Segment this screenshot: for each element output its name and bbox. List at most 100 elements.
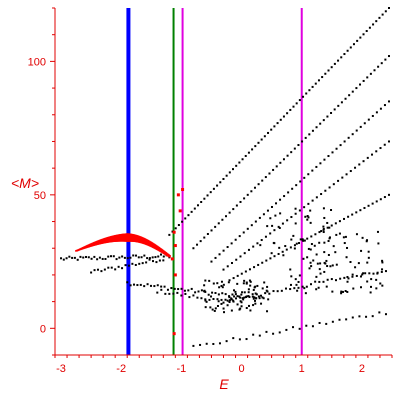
scatter-point bbox=[239, 255, 242, 258]
scatter-point bbox=[345, 173, 348, 176]
scatter-point bbox=[349, 261, 352, 264]
scatter-point bbox=[129, 284, 132, 287]
scatter-point bbox=[301, 140, 304, 143]
scatter-point bbox=[308, 133, 311, 136]
scatter-point bbox=[282, 158, 285, 161]
scatter-point bbox=[220, 298, 223, 301]
scatter-point bbox=[295, 102, 298, 105]
scatter-point bbox=[87, 256, 90, 259]
scatter-point bbox=[228, 295, 231, 298]
scatter-point bbox=[226, 299, 229, 302]
scatter-point bbox=[256, 284, 259, 287]
scatter-point bbox=[240, 272, 243, 275]
scatter-point bbox=[331, 290, 334, 293]
scatter-point bbox=[166, 288, 169, 291]
scatter-point bbox=[206, 232, 209, 235]
scatter-point bbox=[343, 140, 346, 143]
scatter-point bbox=[151, 256, 154, 259]
scatter-point bbox=[362, 272, 365, 275]
scatter-point bbox=[293, 287, 296, 290]
y-tick-label: 100 bbox=[28, 56, 46, 68]
scatter-point bbox=[351, 213, 354, 216]
scatter-point bbox=[160, 285, 163, 288]
scatter-point bbox=[362, 160, 365, 163]
scatter-point bbox=[210, 295, 213, 298]
scatter-point bbox=[375, 278, 378, 281]
scatter-point bbox=[277, 225, 280, 228]
scatter-point bbox=[135, 254, 138, 257]
scatter-point bbox=[327, 155, 330, 158]
scatter-point bbox=[171, 230, 174, 233]
scatter-point bbox=[359, 125, 362, 128]
scatter-point bbox=[232, 208, 235, 211]
scatter-point bbox=[181, 220, 184, 223]
scatter-point bbox=[293, 244, 296, 247]
scatter-point bbox=[227, 281, 230, 284]
scatter-point bbox=[252, 245, 255, 248]
scatter-point bbox=[112, 255, 115, 258]
scatter-point bbox=[188, 296, 191, 299]
scatter-point bbox=[292, 326, 295, 329]
scatter-point bbox=[280, 289, 283, 292]
scatter-point bbox=[306, 218, 309, 221]
x-tick-label: -3 bbox=[56, 363, 66, 375]
scatter-point bbox=[289, 246, 292, 249]
scatter-point bbox=[232, 337, 235, 340]
scatter-point bbox=[269, 217, 272, 220]
scatter-point bbox=[222, 268, 225, 271]
scatter-point bbox=[328, 186, 331, 189]
scatter-point bbox=[351, 133, 354, 136]
scatter-point bbox=[183, 289, 186, 292]
scatter-point bbox=[253, 296, 256, 299]
scatter-point bbox=[134, 263, 137, 266]
scatter-point bbox=[222, 307, 225, 310]
highlight-point bbox=[173, 273, 177, 277]
scatter-point bbox=[225, 174, 228, 177]
scatter-point bbox=[284, 245, 287, 248]
scatter-point bbox=[184, 217, 187, 220]
scatter-point bbox=[286, 219, 289, 222]
scatter-point bbox=[230, 262, 233, 265]
scatter-point bbox=[319, 272, 322, 275]
scatter-point bbox=[253, 286, 256, 289]
scatter-point bbox=[100, 270, 103, 273]
scatter-point bbox=[239, 296, 242, 299]
scatter-point bbox=[323, 270, 326, 273]
scatter-point bbox=[381, 13, 384, 16]
scatter-point bbox=[272, 290, 275, 293]
scatter-point bbox=[239, 300, 242, 303]
scatter-point bbox=[365, 315, 368, 318]
scatter-point bbox=[107, 266, 110, 269]
scatter-point bbox=[298, 99, 301, 102]
scatter-point bbox=[298, 209, 301, 212]
scatter-point bbox=[314, 82, 317, 85]
scatter-point bbox=[370, 285, 373, 288]
scatter-point bbox=[96, 258, 99, 261]
scatter-point bbox=[363, 122, 366, 125]
scatter-point bbox=[244, 270, 247, 273]
scatter-point bbox=[252, 288, 255, 291]
scatter-point bbox=[326, 221, 329, 224]
scatter-point bbox=[251, 295, 254, 298]
scatter-point bbox=[85, 255, 88, 258]
scatter-point bbox=[330, 66, 333, 69]
scatter-point bbox=[243, 197, 246, 200]
scatter-point bbox=[298, 274, 301, 277]
scatter-point bbox=[137, 256, 140, 259]
scatter-point bbox=[230, 309, 233, 312]
scatter-point bbox=[349, 170, 352, 173]
scatter-point bbox=[359, 275, 362, 278]
scatter-point bbox=[127, 264, 130, 267]
scatter-point bbox=[276, 290, 279, 293]
scatter-point bbox=[320, 230, 323, 233]
scatter-point bbox=[272, 168, 275, 171]
scatter-point bbox=[364, 272, 367, 275]
scatter-point bbox=[212, 298, 215, 301]
scatter-point bbox=[218, 253, 221, 256]
scatter-point bbox=[354, 266, 357, 269]
scatter-point bbox=[268, 292, 271, 295]
scatter-point bbox=[322, 227, 325, 230]
scatter-point bbox=[180, 287, 183, 290]
scatter-point bbox=[259, 244, 262, 247]
scatter-point bbox=[326, 115, 329, 118]
